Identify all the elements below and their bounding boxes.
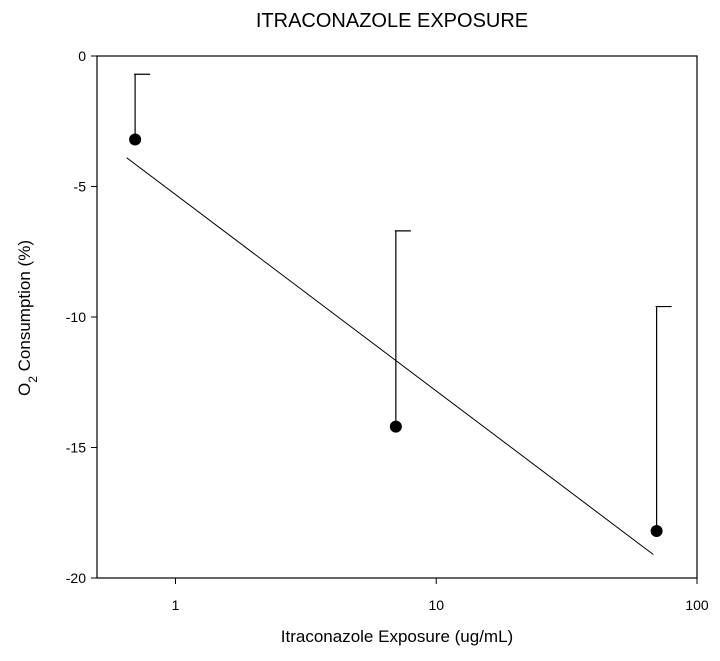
y-tick-label: -10 [66,309,86,325]
y-tick-label: -20 [66,570,86,586]
y-axis-label-subscript: 2 [26,376,40,383]
error-bars [134,73,672,532]
chart-title: ITRACONAZOLE EXPOSURE [256,10,528,32]
data-point [129,133,142,146]
plot-frame [96,55,698,579]
x-tick-label: 10 [428,597,444,613]
x-tick-label: 100 [685,597,709,613]
y-axis-label: O2 Consumption (%) [15,240,40,396]
y-axis-label-main: O [15,383,34,396]
data-points [129,133,663,538]
x-tick-label: 1 [172,597,180,613]
x-axis-label: Itraconazole Exposure (ug/mL) [281,627,513,646]
y-tick-label: -15 [66,440,86,456]
y-tick-label: 0 [78,48,86,64]
regression-line [126,157,654,555]
x-axis: 1 10 100 [172,578,709,613]
y-tick-label: -5 [74,179,87,195]
data-point [650,525,663,538]
data-point [389,420,402,433]
y-axis-label-rest: Consumption (%) [15,240,34,376]
y-axis: 0 -5 -10 -15 -20 [66,48,97,586]
